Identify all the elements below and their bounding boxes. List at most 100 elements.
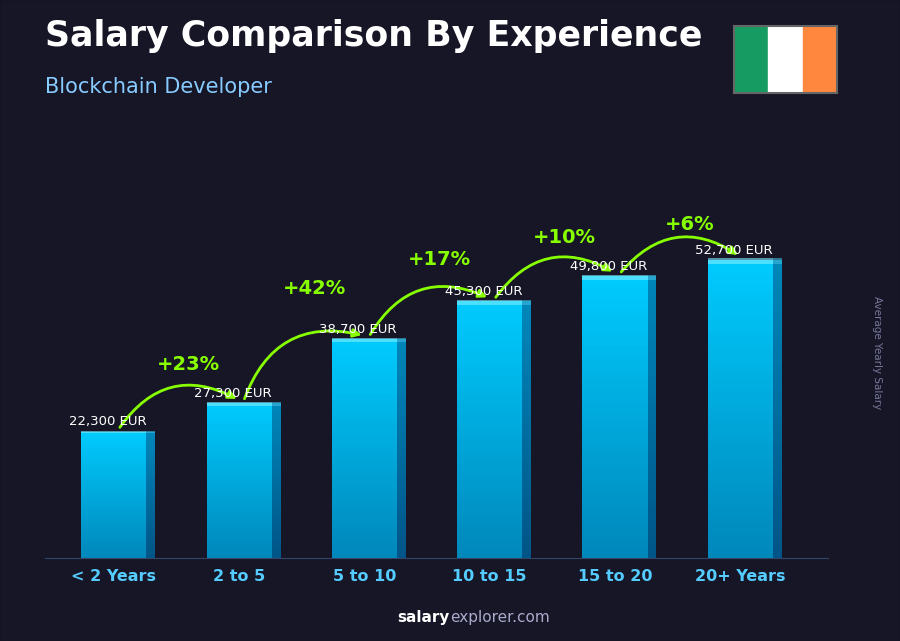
Bar [332, 551, 397, 554]
Bar [707, 533, 773, 538]
Bar [773, 379, 781, 387]
Bar [648, 325, 656, 332]
Bar [207, 431, 272, 434]
Bar [147, 520, 155, 523]
Bar [207, 499, 272, 501]
Bar [648, 452, 656, 459]
Bar [773, 258, 781, 264]
Bar [332, 448, 397, 452]
Bar [207, 426, 272, 429]
Bar [522, 423, 531, 429]
Bar [332, 390, 397, 394]
Bar [332, 339, 397, 342]
Bar [332, 401, 397, 404]
Bar [81, 553, 147, 556]
Bar [707, 319, 773, 324]
Bar [81, 551, 147, 553]
Bar [582, 539, 648, 544]
Bar [522, 551, 531, 558]
Bar [582, 436, 648, 440]
Bar [332, 353, 397, 357]
Bar [457, 481, 522, 485]
Bar [397, 525, 406, 530]
Bar [81, 474, 147, 476]
Bar [522, 346, 531, 353]
Bar [457, 511, 522, 515]
Bar [207, 547, 272, 550]
Bar [457, 400, 522, 404]
Bar [81, 518, 147, 520]
Bar [332, 459, 397, 463]
Bar [147, 485, 155, 488]
Bar [457, 300, 522, 305]
Bar [582, 464, 648, 469]
Bar [582, 445, 648, 450]
Bar [332, 383, 397, 387]
Text: +17%: +17% [408, 249, 471, 269]
Bar [81, 530, 147, 533]
Bar [457, 357, 522, 362]
Bar [272, 403, 281, 407]
Bar [648, 360, 656, 367]
Bar [272, 457, 281, 461]
Bar [332, 397, 397, 401]
Bar [582, 553, 648, 558]
Bar [648, 283, 656, 290]
Bar [332, 419, 397, 422]
Bar [81, 535, 147, 537]
Bar [707, 498, 773, 503]
Bar [522, 462, 531, 468]
Bar [332, 525, 397, 528]
Bar [207, 406, 272, 408]
Bar [272, 469, 281, 473]
Bar [773, 528, 781, 535]
Bar [582, 459, 648, 464]
Text: Average Yearly Salary: Average Yearly Salary [872, 296, 883, 409]
Bar [648, 551, 656, 558]
Bar [332, 521, 397, 525]
Bar [522, 474, 531, 481]
Bar [397, 344, 406, 350]
Bar [773, 334, 781, 342]
Bar [582, 408, 648, 412]
Bar [207, 429, 272, 431]
Bar [773, 446, 781, 453]
Bar [397, 383, 406, 388]
Bar [207, 501, 272, 504]
Bar [457, 540, 522, 545]
Bar [522, 410, 531, 417]
Bar [147, 479, 155, 482]
Bar [332, 506, 397, 510]
Bar [648, 339, 656, 346]
Bar [147, 517, 155, 520]
Bar [648, 445, 656, 452]
Bar [207, 403, 272, 406]
Bar [582, 473, 648, 478]
Bar [457, 378, 522, 383]
Bar [397, 372, 406, 377]
Bar [582, 313, 648, 318]
Bar [272, 473, 281, 477]
Bar [707, 483, 773, 488]
Bar [648, 431, 656, 438]
Bar [332, 387, 397, 390]
Bar [707, 404, 773, 409]
Bar [773, 394, 781, 401]
Bar [207, 555, 272, 558]
Bar [707, 463, 773, 468]
Bar [707, 274, 773, 279]
Bar [773, 461, 781, 468]
Bar [272, 407, 281, 411]
Bar [582, 398, 648, 403]
Bar [207, 540, 272, 542]
Bar [803, 26, 837, 93]
Bar [207, 553, 272, 555]
Bar [207, 504, 272, 506]
Bar [397, 547, 406, 552]
Bar [582, 426, 648, 431]
Bar [707, 438, 773, 444]
Bar [707, 279, 773, 285]
Bar [457, 537, 522, 540]
Bar [522, 526, 531, 532]
Bar [582, 281, 648, 285]
